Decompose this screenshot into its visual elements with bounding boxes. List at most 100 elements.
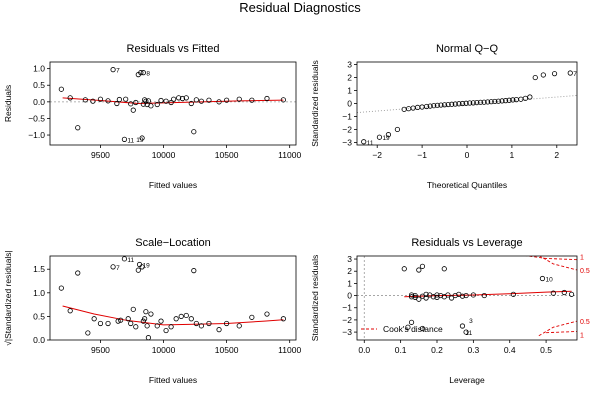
data-point (154, 323, 160, 329)
x-tick-label: 0.2 (431, 345, 443, 355)
data-point (58, 86, 64, 92)
data-point (188, 316, 194, 322)
data-point (264, 311, 270, 317)
data-point (67, 95, 73, 101)
y-tick-label: 2 (347, 266, 352, 276)
data-point (148, 311, 154, 317)
data-point (408, 319, 415, 325)
data-point (438, 102, 444, 108)
data-point (416, 267, 422, 273)
data-point (105, 320, 111, 327)
x-tick-label: 2 (554, 150, 559, 160)
data-point (463, 329, 469, 335)
cooks-level-label: 1 (580, 332, 584, 339)
plot-frame (49, 255, 297, 341)
data-point (193, 320, 199, 327)
data-point (481, 292, 487, 299)
x-tick-label: 0.5 (540, 345, 552, 355)
data-point (459, 323, 466, 329)
data-point (163, 98, 169, 104)
data-point (488, 99, 494, 105)
data-point (394, 126, 401, 133)
data-point (133, 99, 139, 106)
point-label: 8 (146, 71, 150, 78)
x-axis-label: Fitted values (149, 375, 197, 385)
data-point (133, 324, 139, 330)
data-point (154, 101, 160, 108)
data-point (452, 101, 458, 107)
point-label: 11 (127, 137, 134, 144)
data-point (191, 129, 197, 135)
data-point (532, 74, 538, 81)
data-point (445, 292, 451, 298)
data-point (224, 320, 230, 327)
data-point (116, 96, 122, 103)
y-tick-label: 3 (347, 254, 352, 264)
data-point (427, 103, 433, 109)
data-point (522, 95, 528, 101)
y-axis-label: √|Standardized residuals| (3, 250, 13, 346)
smooth-line (62, 305, 284, 326)
x-axis-label: Leverage (449, 375, 485, 385)
plot-frame (356, 255, 578, 341)
data-point (459, 293, 466, 299)
data-point (216, 99, 222, 105)
data-point (135, 267, 141, 273)
point-label: 7 (573, 71, 577, 78)
data-point (145, 335, 151, 340)
data-point (173, 316, 179, 322)
x-tick-label: 10500 (215, 150, 239, 160)
data-point (128, 101, 134, 107)
data-point (121, 136, 128, 142)
data-point (206, 97, 212, 103)
panel-normal-q-q: Normal Q−Q 11 19 7 −2 −1 0 1 2 −3 −2 −1 0 1 2 3 Theoreti… (310, 43, 578, 190)
data-point (412, 292, 418, 299)
smooth-line (62, 97, 284, 105)
y-tick-label: −2 (342, 124, 352, 134)
cooks-contour-lower (538, 320, 577, 337)
x-tick-label: 10000 (152, 345, 176, 355)
data-point (249, 314, 255, 320)
y-tick-label: −1 (342, 111, 352, 121)
data-point (118, 317, 124, 323)
data-point (114, 100, 120, 107)
data-point (499, 98, 505, 104)
y-tick-label: 0.5 (33, 311, 45, 321)
y-tick-label: −3 (342, 327, 352, 337)
cooks-contour-lower (546, 331, 577, 334)
data-point (105, 98, 111, 104)
data-point (419, 263, 426, 269)
y-tick-label: −2 (342, 315, 352, 325)
panel-title: Scale−Location (135, 237, 211, 249)
x-tick-label: 0 (465, 150, 470, 160)
y-tick-label: 1.5 (33, 264, 45, 274)
y-tick-label: 1.0 (33, 64, 45, 74)
data-point (67, 308, 73, 314)
data-point (75, 270, 81, 276)
data-point (176, 95, 182, 101)
cooks-level-label: 0.5 (580, 319, 590, 326)
data-point (198, 98, 204, 104)
point-label: 11 (127, 257, 134, 264)
data-point (143, 309, 149, 315)
data-point (121, 256, 128, 262)
data-point (463, 100, 469, 106)
data-point (123, 96, 129, 102)
data-point (188, 100, 194, 107)
plot-area (50, 67, 296, 142)
panel-title: Residuals vs Leverage (411, 237, 522, 249)
data-point (138, 70, 144, 76)
data-point (249, 97, 255, 103)
point-label: 19 (136, 137, 144, 144)
data-point (485, 99, 491, 105)
data-point (158, 318, 164, 324)
y-tick-label: 0.5 (33, 80, 45, 90)
point-label: 10 (545, 277, 553, 284)
data-point (408, 292, 415, 298)
data-point (510, 97, 516, 103)
data-point (110, 264, 116, 270)
x-tick-label: 9500 (91, 150, 110, 160)
data-point (361, 139, 367, 145)
data-point (452, 292, 458, 299)
